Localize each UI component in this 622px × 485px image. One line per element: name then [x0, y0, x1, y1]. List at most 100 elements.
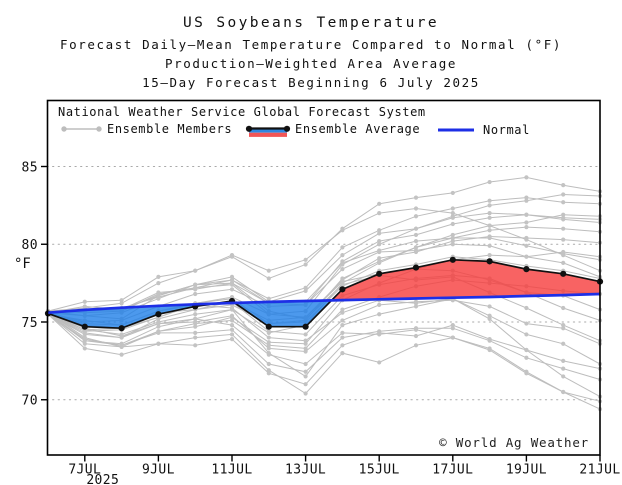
ensemble-member-point	[193, 343, 198, 348]
ensemble-member-point	[119, 335, 124, 340]
ensemble-member-point	[561, 226, 566, 231]
ensemble-member-point	[229, 323, 235, 328]
ensemble-member-line	[47, 176, 601, 312]
ensemble-member-point	[413, 248, 419, 253]
ensemble-member-point	[450, 323, 455, 328]
ensemble-member-line	[47, 312, 601, 410]
ensemble-members-swatch	[61, 126, 102, 132]
ensemble-member-point	[303, 332, 308, 337]
ensemble-member-point	[193, 321, 198, 326]
ensemble-member-line	[47, 193, 601, 332]
ensemble-member-point	[524, 305, 529, 311]
ensemble-member-point	[561, 323, 566, 328]
ensemble-member-point	[156, 274, 161, 280]
ensemble-member-point	[193, 330, 198, 335]
below-normal-fill	[234, 300, 332, 327]
ensemble-member-point	[524, 321, 529, 326]
ensemble-member-point	[377, 249, 382, 255]
y-tick-label: 70	[22, 394, 38, 409]
ensemble-member-point	[561, 358, 566, 363]
ensemble-member-point	[413, 304, 419, 309]
ensemble-member-point	[561, 366, 566, 371]
x-tick-label: 19JUL	[506, 463, 547, 478]
member-dot-icon	[61, 126, 67, 132]
ensemble-member-point	[561, 192, 566, 197]
ensemble-member-point	[229, 337, 235, 342]
ensemble-member-point	[413, 206, 419, 211]
ensemble-member-point	[413, 239, 419, 244]
watermark: © World Ag Weather	[439, 435, 589, 450]
ensemble-member-point	[229, 253, 235, 258]
ensemble-member-point	[303, 346, 308, 351]
legend-members-label: Ensemble Members	[107, 122, 232, 136]
ensemble-average-line	[47, 258, 601, 330]
ensemble-member-point	[450, 214, 455, 219]
ensemble-member-point	[193, 268, 198, 273]
ensemble-member-point	[303, 391, 308, 396]
ensemble-average-point	[560, 270, 567, 277]
ensemble-member-point	[266, 276, 271, 281]
x-tick-label: 7JUL	[68, 463, 101, 478]
ensemble-member-point	[450, 235, 455, 241]
ensemble-member-point	[561, 183, 566, 188]
ensemble-member-point	[377, 201, 382, 206]
ensemble-member-line	[47, 313, 601, 385]
ensemble-member-point	[524, 369, 529, 374]
ensemble-member-line	[47, 298, 601, 398]
ensemble-member-point	[303, 341, 308, 346]
ensemble-member-point	[450, 326, 455, 331]
ensemble-member-point	[156, 296, 161, 301]
ensemble-member-point	[413, 333, 419, 339]
ensemble-member-point	[524, 243, 529, 248]
x-tick-label: 21JUL	[579, 463, 620, 478]
ensemble-member-point	[119, 301, 124, 306]
legend: National Weather Service Global Forecast…	[58, 105, 529, 137]
ensemble-member-point	[193, 291, 198, 297]
ensemble-member-point	[229, 318, 235, 323]
ensemble-average-point	[376, 270, 383, 277]
ensemble-member-line	[47, 299, 601, 353]
ensemble-member-point	[487, 215, 492, 220]
below-normal-sample	[249, 128, 287, 133]
ensemble-member-point	[487, 228, 492, 233]
ensemble-member-point	[229, 277, 235, 283]
ensemble-member-point	[450, 206, 455, 211]
ensemble-member-point	[119, 341, 124, 346]
plot-border	[46, 99, 601, 456]
ensemble-member-point	[340, 253, 345, 258]
ensemble-member-point	[377, 242, 382, 247]
ensemble-member-point	[487, 304, 492, 309]
ensemble-member-point	[377, 256, 382, 261]
ensemble-member-point	[377, 228, 382, 233]
ensemble-member-point	[561, 237, 566, 242]
ensemble-member-point	[487, 253, 492, 258]
ensemble-member-point	[266, 361, 271, 367]
subtitle-forecast-period: 15–Day Forecast Beginning 6 July 2025	[142, 75, 480, 90]
ensemble-member-point	[266, 340, 271, 345]
ensemble-member-point	[266, 371, 271, 376]
member-dot-icon	[96, 126, 102, 132]
ensemble-member-point	[303, 257, 308, 262]
page-title: US Soybeans Temperature	[183, 15, 439, 31]
ensemble-average-swatch	[245, 125, 291, 137]
x-tick-label: 9JUL	[142, 463, 175, 478]
ensemble-member-point	[413, 214, 419, 219]
ensemble-average-point	[412, 264, 420, 271]
ensemble-member-point	[156, 281, 161, 286]
ensemble-average-point	[155, 311, 162, 318]
ensemble-member-point	[303, 285, 308, 290]
ensemble-member-point	[340, 310, 345, 315]
legend-average-label: Ensemble Average	[295, 122, 420, 136]
ensemble-average-point	[449, 256, 456, 263]
ensemble-member-point	[561, 326, 566, 331]
ensemble-member-point	[377, 211, 382, 216]
ensemble-member-point	[487, 198, 492, 203]
above-normal-fill	[331, 259, 600, 301]
ensemble-member-point	[377, 302, 382, 307]
ensemble-member-point	[119, 352, 124, 357]
ensemble-member-point	[487, 346, 492, 351]
x-tick-label: 11JUL	[211, 463, 252, 478]
x-tick-label: 13JUL	[285, 463, 326, 478]
ensemble-member-point	[450, 190, 455, 196]
